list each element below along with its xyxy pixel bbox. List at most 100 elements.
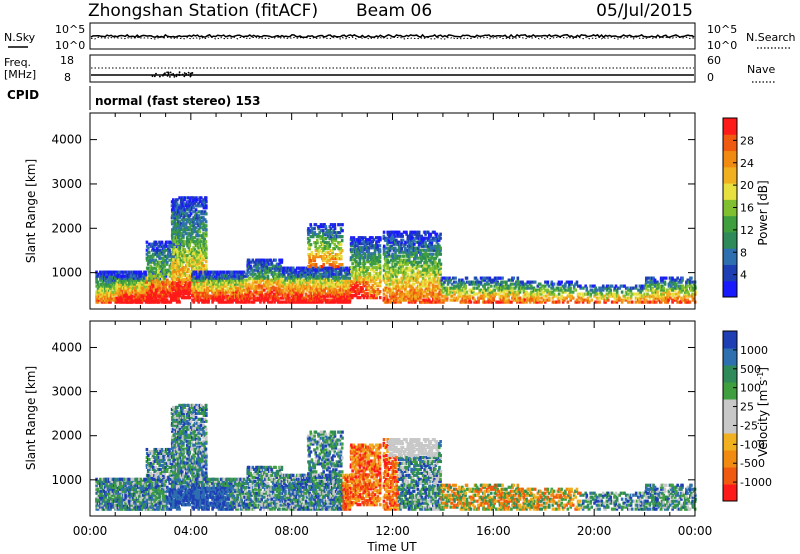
power-cell (271, 264, 275, 268)
power-cell (152, 254, 155, 258)
power-cell (365, 280, 368, 284)
power-cell (351, 248, 354, 252)
power-cell (172, 296, 175, 300)
power-cell (356, 244, 359, 248)
power-cell (313, 284, 316, 288)
power-cell (214, 278, 218, 282)
power-cell (242, 294, 246, 298)
power-cell (337, 278, 340, 282)
power-cell (247, 266, 251, 270)
power-cell (105, 284, 108, 288)
power-cell (424, 290, 427, 294)
power-cell (125, 292, 129, 296)
power-cell (379, 238, 382, 242)
power-cell (310, 253, 314, 257)
power-cell (420, 292, 423, 296)
power-cell (409, 278, 412, 282)
power-cell (204, 254, 208, 258)
power-cell (354, 256, 358, 260)
power-cell (202, 286, 206, 290)
power-cell (322, 239, 325, 243)
power-cell (368, 274, 372, 278)
power-cell (183, 272, 187, 276)
power-cell (251, 284, 255, 288)
power-cell (419, 248, 422, 252)
power-cell (150, 268, 154, 272)
power-cell (199, 264, 203, 268)
power-cell (182, 250, 185, 254)
power-cell (365, 238, 368, 242)
power-cell (362, 278, 366, 282)
power-cell (366, 258, 369, 262)
power-cell (145, 280, 149, 284)
power-cell (412, 292, 416, 296)
power-cell (366, 242, 369, 246)
power-cell (167, 268, 170, 272)
power-cell (188, 240, 192, 244)
power-cell (359, 256, 363, 260)
power-cell (182, 204, 185, 208)
power-cell (262, 268, 266, 272)
power-cell (99, 298, 102, 302)
power-cell (148, 270, 151, 274)
power-cell (191, 264, 194, 268)
power-cell (339, 257, 343, 261)
power-cell (212, 288, 215, 292)
power-cell (332, 263, 335, 267)
power-cell (198, 226, 202, 230)
power-cell (256, 276, 260, 280)
power-cell (217, 292, 220, 296)
power-cell (160, 294, 164, 298)
power-cell (270, 300, 274, 304)
power-cell (163, 276, 166, 280)
power-cell (353, 278, 357, 282)
power-cell (366, 294, 370, 298)
power-cell (187, 208, 191, 212)
power-cell (192, 284, 195, 288)
power-cell (150, 286, 154, 290)
power-cell (100, 278, 103, 282)
power-cell (310, 251, 314, 255)
power-cell (372, 288, 376, 292)
power-cell (172, 266, 175, 270)
power-cell (201, 256, 204, 260)
power-cell (160, 284, 164, 288)
power-cell (179, 206, 183, 210)
power-cell (305, 280, 309, 284)
power-cell (269, 278, 272, 282)
power-cell (257, 284, 261, 288)
power-cell (198, 260, 202, 264)
power-cell (346, 276, 349, 280)
power-cell (359, 248, 363, 252)
power-cell (207, 296, 211, 300)
power-cell (308, 257, 312, 261)
power-cell (389, 246, 392, 250)
power-cell (386, 272, 389, 276)
nsky-trace (90, 33, 695, 39)
power-cell (423, 268, 426, 272)
power-cell (309, 253, 313, 257)
power-cell (170, 262, 174, 266)
power-cell (270, 272, 274, 276)
power-cell (409, 232, 412, 236)
power-cell (330, 233, 334, 237)
power-cell (356, 280, 359, 284)
nave-dip-point (187, 71, 190, 74)
power-cell (159, 250, 163, 254)
power-cell (388, 294, 392, 298)
power-cell (367, 286, 371, 290)
power-cell (378, 260, 382, 264)
power-cell (201, 202, 204, 206)
power-cell (155, 264, 159, 268)
power-cell (399, 280, 402, 284)
power-cell (201, 300, 204, 304)
power-cell (95, 290, 98, 294)
power-cell (266, 266, 270, 270)
power-cell (216, 276, 219, 280)
power-cell (352, 236, 356, 240)
power-cell (400, 232, 404, 236)
power-cell (349, 248, 353, 252)
power-cell (402, 270, 406, 274)
power-cell (386, 264, 390, 268)
power-cell (99, 284, 102, 288)
